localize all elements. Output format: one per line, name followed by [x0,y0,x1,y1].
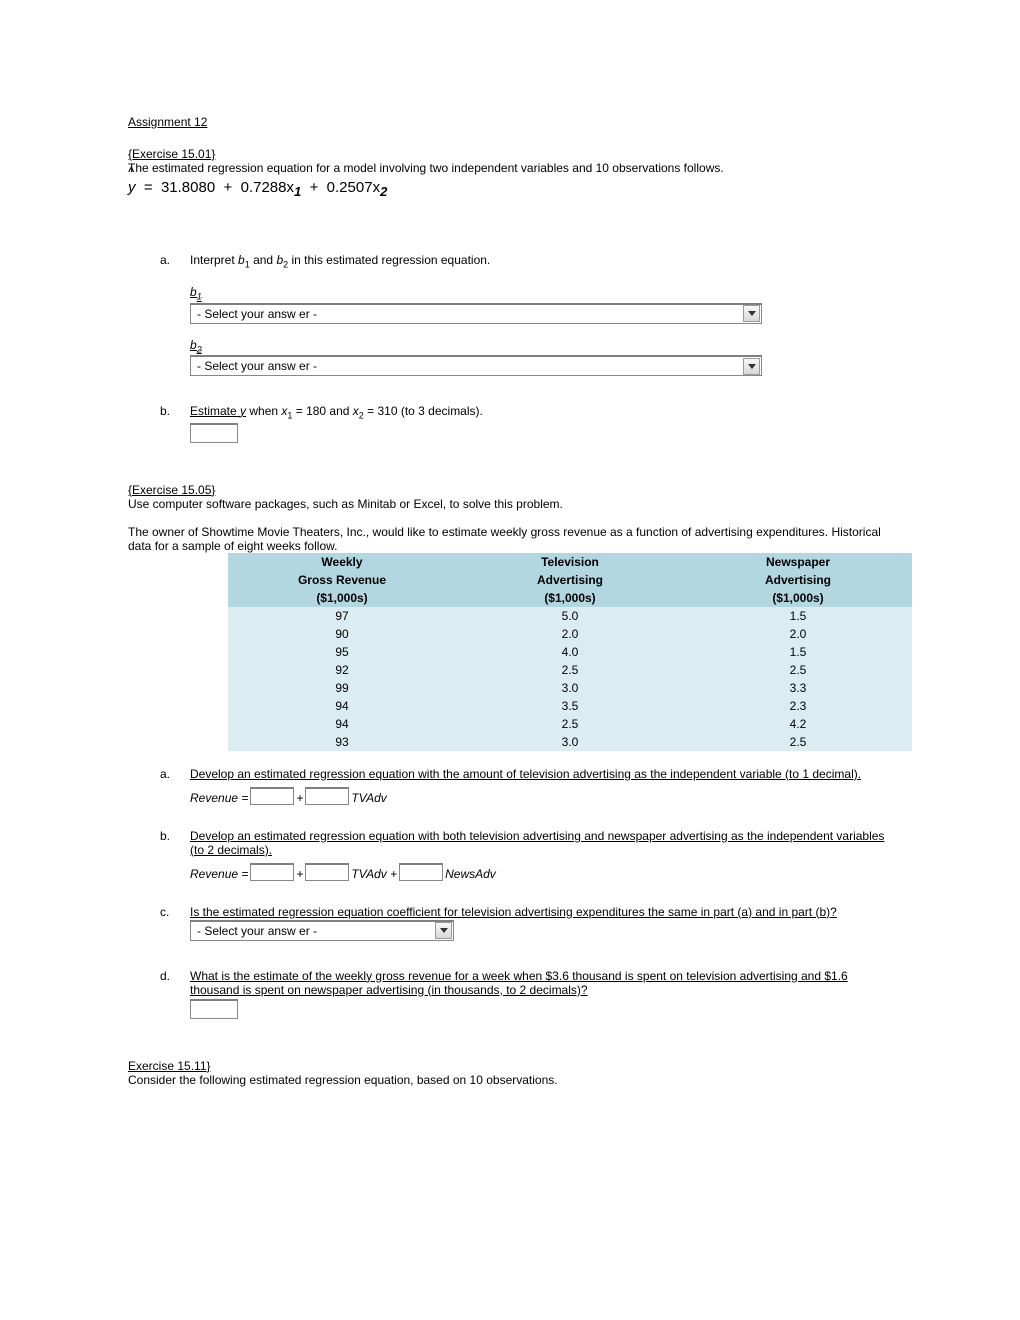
ex1-part-b: b. Estimate y when x1 = 180 and x2 = 310… [160,404,892,442]
ex1-b-input[interactable] [190,423,238,443]
ex2-part-c: c. Is the estimated regression equation … [160,905,892,941]
table-cell: 1.5 [684,607,912,625]
table-header-row: Weekly Television Newspaper [228,553,912,571]
newsadv-label: NewsAdv [445,867,496,881]
table-row: 942.54.2 [228,715,912,733]
table-cell: 95 [228,643,456,661]
table-row: 943.52.3 [228,697,912,715]
exercise-1: {Exercise 15.01} The estimated regressio… [128,147,892,443]
ex3-line1: Consider the following estimated regress… [128,1073,558,1087]
table-cell: 94 [228,697,456,715]
ex2-d-text: What is the estimate of the weekly gross… [190,969,848,997]
eq-b1: 0.7288 [241,179,287,196]
table-cell: 97 [228,607,456,625]
label-b2: b2 [190,338,892,354]
table-cell: 2.5 [456,715,684,733]
table-cell: 4.2 [684,715,912,733]
table-row: 993.03.3 [228,679,912,697]
eq-b2: 0.2507 [327,179,373,196]
chevron-down-icon [743,305,760,322]
eq-intercept: 31.8080 [161,179,215,196]
table-cell: 2.5 [684,661,912,679]
table-row: 954.01.5 [228,643,912,661]
ex1-equation: ^y = 31.8080 + 0.7288x1 + 0.2507x2 [128,179,892,199]
select-b1[interactable]: - Select your answ er - [190,303,762,324]
table-row: 975.01.5 [228,607,912,625]
select-c-text: - Select your answ er - [197,924,317,938]
ex2-part-b: b. Develop an estimated regression equat… [160,829,892,881]
table-cell: 99 [228,679,456,697]
plus-sign: + [296,867,303,881]
table-cell: 5.0 [456,607,684,625]
ex1-b-text: Estimate y when x1 = 180 and x2 = 310 (t… [190,404,483,418]
table-cell: 3.0 [456,733,684,751]
ex2-part-a: a. Develop an estimated regression equat… [160,767,892,805]
table-cell: 1.5 [684,643,912,661]
exercise-3: Exercise 15.11} Consider the following e… [128,1059,892,1087]
assignment-title: Assignment 12 [128,115,892,129]
table-cell: 2.5 [456,661,684,679]
table-cell: 3.3 [684,679,912,697]
data-table: Weekly Television Newspaper Gross Revenu… [228,553,912,751]
ex3-heading: Exercise 15.11} [128,1059,211,1073]
ex1-heading: {Exercise 15.01} [128,147,215,161]
revenue-label: Revenue = [190,791,248,805]
ex2-line1: Use computer software packages, such as … [128,497,563,511]
ex2-b-input2[interactable] [305,863,349,881]
chevron-down-icon [743,358,760,375]
ex2-a-input2[interactable] [305,787,349,805]
ex2-b-input1[interactable] [250,863,294,881]
ex1-a-text: Interpret b1 and b2 in this estimated re… [190,253,490,267]
ex2-heading: {Exercise 15.05} [128,483,215,497]
ex1-part-a: a. Interpret b1 and b2 in this estimated… [160,253,892,376]
label-b1: b1 [190,285,892,301]
ex2-b-input3[interactable] [399,863,443,881]
ex2-c-text: Is the estimated regression equation coe… [190,905,837,919]
table-cell: 93 [228,733,456,751]
ex2-a-text: Develop an estimated regression equation… [190,767,861,781]
revenue-label: Revenue = [190,867,248,881]
table-row: 902.02.0 [228,625,912,643]
table-row: 933.02.5 [228,733,912,751]
select-c[interactable]: - Select your answ er - [190,920,454,941]
select-b2-text: - Select your answ er - [197,359,317,373]
select-b1-text: - Select your answ er - [197,307,317,321]
table-cell: 92 [228,661,456,679]
select-b2[interactable]: - Select your answ er - [190,355,762,376]
table-cell: 2.5 [684,733,912,751]
ex2-d-input[interactable] [190,999,238,1019]
table-cell: 2.0 [456,625,684,643]
table-cell: 3.5 [456,697,684,715]
table-cell: 4.0 [456,643,684,661]
table-cell: 90 [228,625,456,643]
table-row: 922.52.5 [228,661,912,679]
ex1-intro: The estimated regression equation for a … [128,161,724,175]
tvadv-plus-label: TVAdv + [351,867,397,881]
ex2-line2: The owner of Showtime Movie Theaters, In… [128,525,881,553]
chevron-down-icon [435,922,452,939]
plus-sign: + [296,791,303,805]
tvadv-label: TVAdv [351,791,386,805]
table-header-row: ($1,000s) ($1,000s) ($1,000s) [228,589,912,607]
table-header-row: Gross Revenue Advertising Advertising [228,571,912,589]
table-cell: 2.3 [684,697,912,715]
ex2-a-input1[interactable] [250,787,294,805]
ex2-part-d: d. What is the estimate of the weekly gr… [160,969,892,1019]
table-cell: 3.0 [456,679,684,697]
exercise-2: {Exercise 15.05} Use computer software p… [128,483,892,1019]
table-cell: 2.0 [684,625,912,643]
ex2-b-text: Develop an estimated regression equation… [190,829,884,857]
table-cell: 94 [228,715,456,733]
